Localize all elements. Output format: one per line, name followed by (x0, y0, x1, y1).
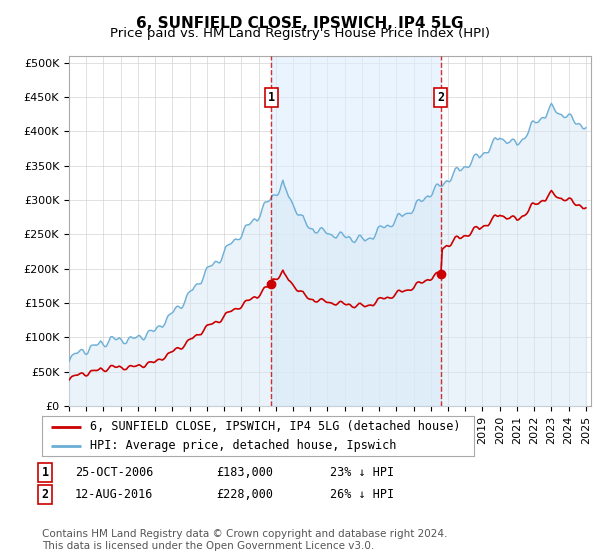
Text: Price paid vs. HM Land Registry's House Price Index (HPI): Price paid vs. HM Land Registry's House … (110, 27, 490, 40)
Text: 6, SUNFIELD CLOSE, IPSWICH, IP4 5LG: 6, SUNFIELD CLOSE, IPSWICH, IP4 5LG (136, 16, 464, 31)
Text: HPI: Average price, detached house, Ipswich: HPI: Average price, detached house, Ipsw… (89, 439, 396, 452)
Text: Contains HM Land Registry data © Crown copyright and database right 2024.
This d: Contains HM Land Registry data © Crown c… (42, 529, 448, 551)
Text: 23% ↓ HPI: 23% ↓ HPI (330, 466, 394, 479)
Text: 25-OCT-2006: 25-OCT-2006 (75, 466, 154, 479)
Text: 2: 2 (41, 488, 49, 501)
Text: £228,000: £228,000 (216, 488, 273, 501)
Text: 2: 2 (437, 91, 445, 104)
Text: 26% ↓ HPI: 26% ↓ HPI (330, 488, 394, 501)
Text: 6, SUNFIELD CLOSE, IPSWICH, IP4 5LG (detached house): 6, SUNFIELD CLOSE, IPSWICH, IP4 5LG (det… (89, 421, 460, 433)
Bar (271, 56, 441, 406)
Text: 1: 1 (41, 466, 49, 479)
Text: £183,000: £183,000 (216, 466, 273, 479)
Text: 1: 1 (268, 91, 275, 104)
Text: 12-AUG-2016: 12-AUG-2016 (75, 488, 154, 501)
